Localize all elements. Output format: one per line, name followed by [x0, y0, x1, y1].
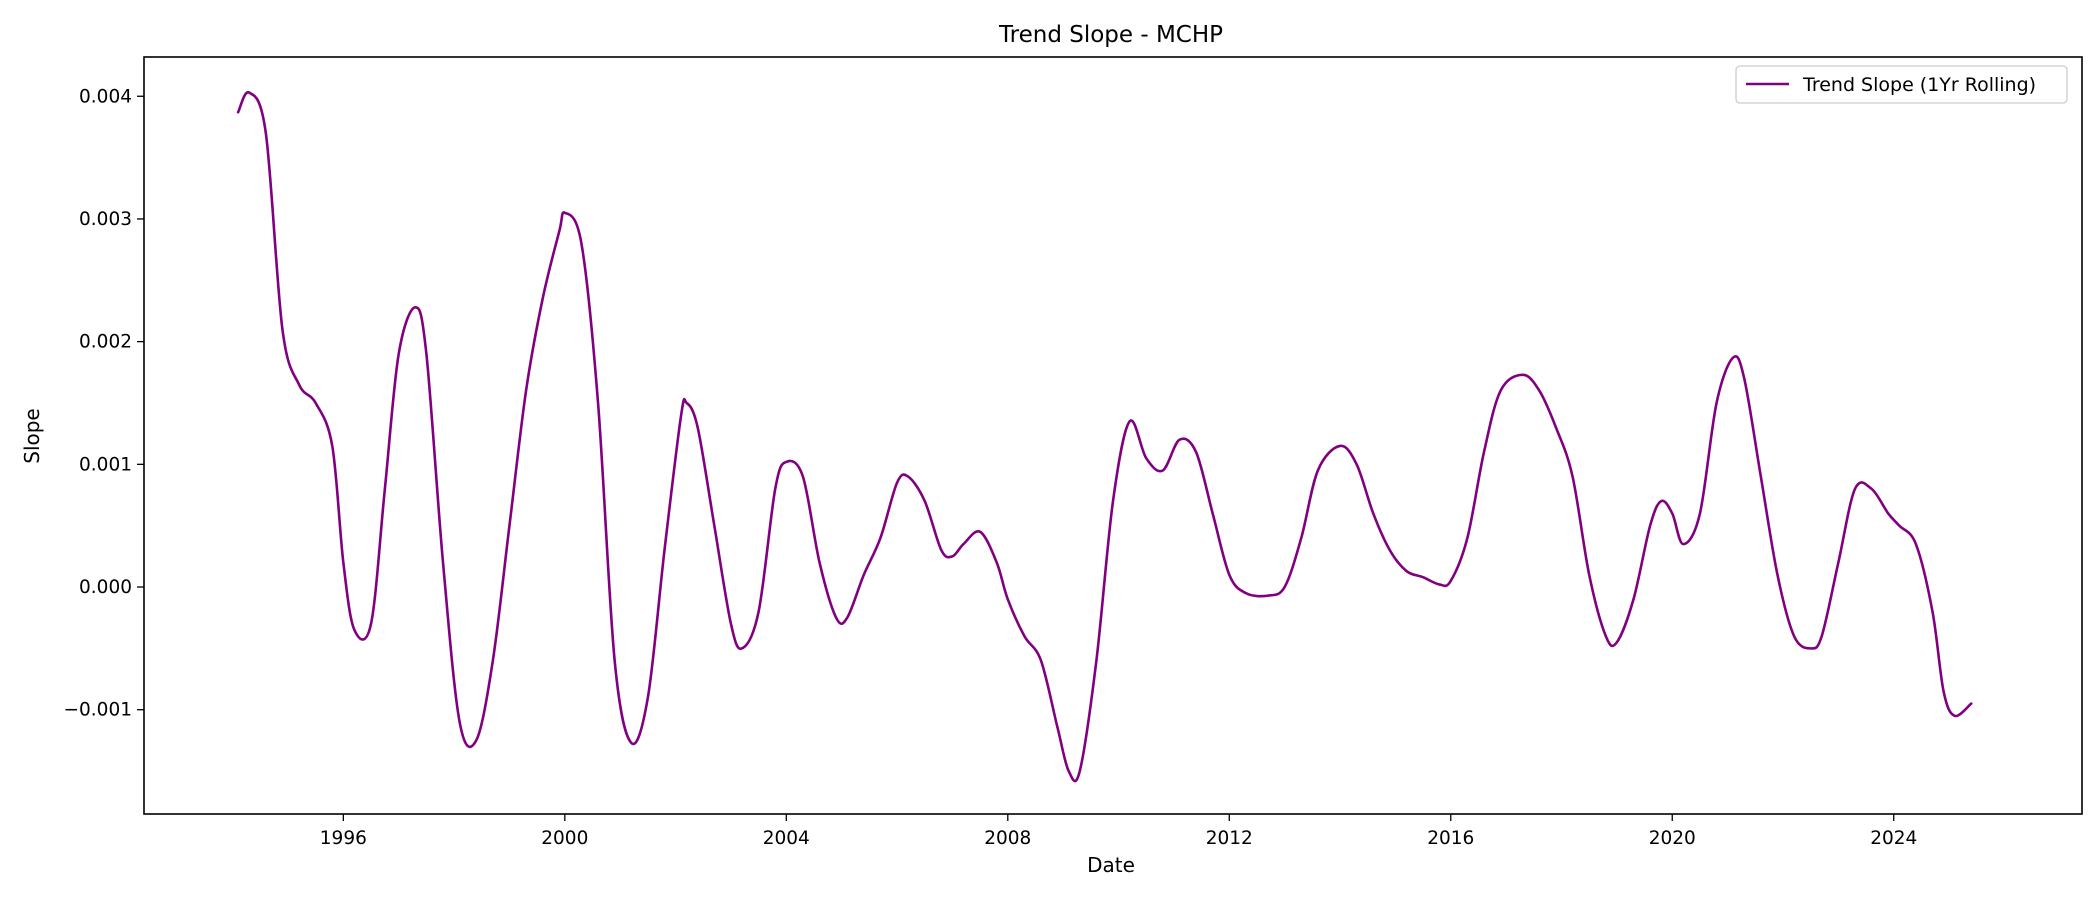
y-tick-label: 0.004: [79, 86, 132, 107]
y-tick-label: 0.003: [79, 209, 132, 230]
legend-box: [1735, 65, 2068, 104]
legend-label: Trend Slope (1Yr Rolling): [1802, 74, 2036, 96]
plot-area: [143, 56, 2083, 815]
y-tick-label: 0.001: [79, 454, 132, 475]
trend-slope-line: [236, 90, 1973, 783]
x-axis-ticks: 1996 2000 2004 2008 2012 2016 2020 2024: [320, 814, 1917, 849]
y-tick-label: 0.000: [79, 577, 132, 598]
chart-title: Trend Slope - MCHP: [998, 22, 1223, 48]
x-axis-label: Date: [1087, 853, 1135, 877]
x-tick-label: 2008: [984, 828, 1031, 849]
x-tick-label: 2016: [1427, 828, 1474, 849]
x-tick-label: 2012: [1206, 828, 1253, 849]
x-tick-label: 2020: [1649, 828, 1696, 849]
y-tick-label: −0.001: [64, 700, 132, 721]
legend: Trend Slope (1Yr Rolling): [1735, 65, 2068, 104]
x-tick-label: 2004: [763, 828, 810, 849]
y-axis-label: Slope: [20, 408, 44, 464]
x-tick-label: 2024: [1870, 828, 1917, 849]
x-tick-label: 1996: [320, 828, 367, 849]
y-axis-ticks: −0.001 0.000 0.001 0.002 0.003 0.004: [64, 86, 144, 721]
y-tick-label: 0.002: [79, 332, 132, 353]
x-tick-label: 2000: [541, 828, 588, 849]
